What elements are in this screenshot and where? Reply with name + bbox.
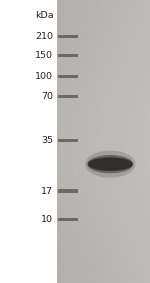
Ellipse shape (87, 155, 133, 173)
Text: 35: 35 (41, 136, 53, 145)
Text: 10: 10 (41, 215, 53, 224)
Bar (58, 218, 78, 221)
Text: 210: 210 (35, 32, 53, 41)
Text: 150: 150 (35, 51, 53, 60)
Text: 70: 70 (41, 92, 53, 101)
Bar (58, 75, 78, 78)
Ellipse shape (88, 157, 133, 171)
Bar (58, 139, 78, 142)
Ellipse shape (85, 151, 135, 178)
Bar (58, 35, 78, 38)
Bar (58, 190, 78, 192)
Bar (58, 53, 78, 57)
Text: 17: 17 (41, 186, 53, 196)
Text: 100: 100 (35, 72, 53, 81)
Text: kDa: kDa (35, 11, 53, 20)
Bar (58, 95, 78, 98)
